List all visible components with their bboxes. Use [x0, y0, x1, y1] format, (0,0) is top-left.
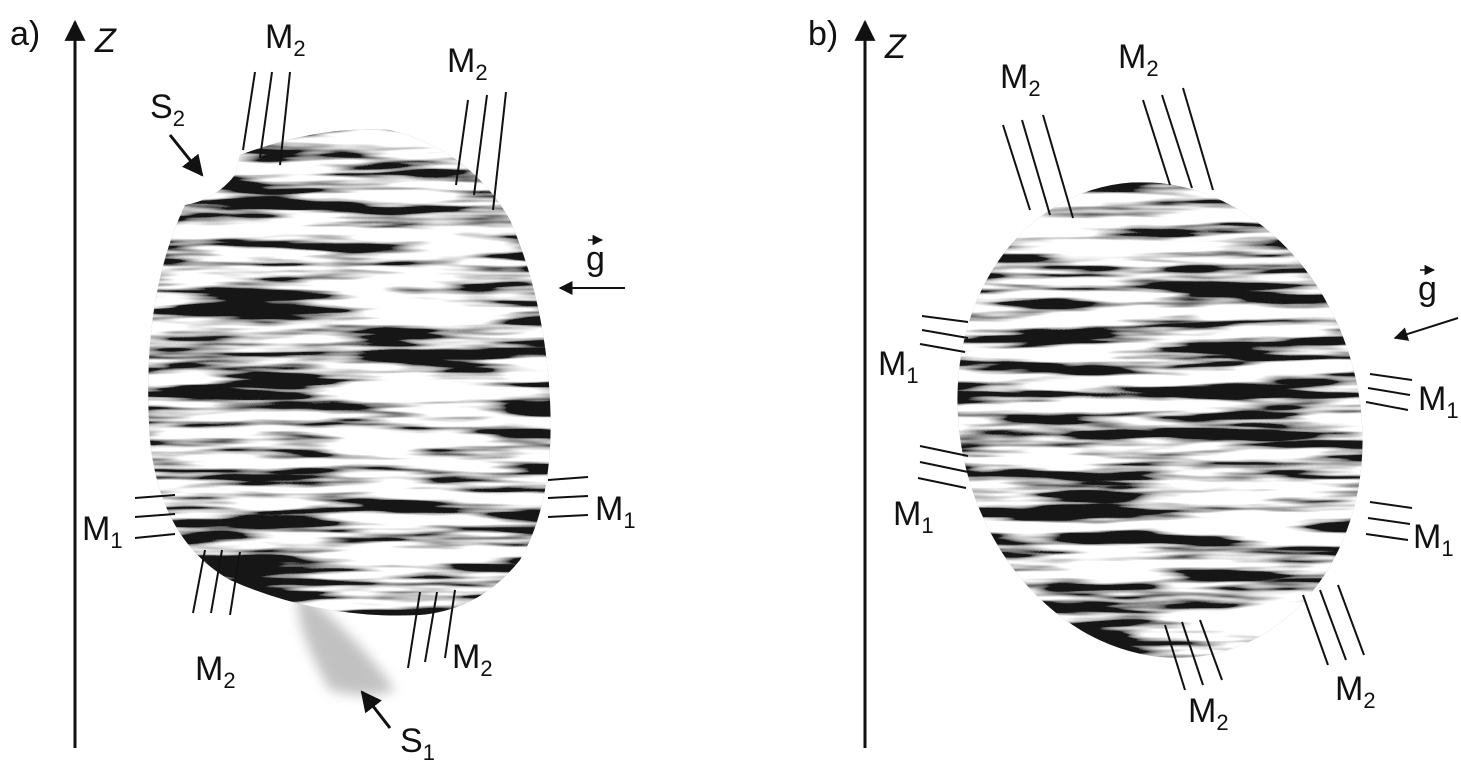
fringe-marker [548, 515, 588, 517]
annotation-label: M2 [1335, 670, 1376, 713]
vector-arrow [1395, 318, 1458, 338]
annotation-subscript: 2 [223, 668, 235, 693]
annotation-text: M [452, 638, 480, 676]
fringe-marker [920, 446, 968, 456]
axis-label: Z [94, 22, 117, 60]
annotation-text: M [1118, 38, 1146, 76]
annotation-text: M [878, 345, 906, 383]
annotation-text: M [447, 42, 475, 80]
fringe-marker [1043, 115, 1073, 218]
annotation-label: M1 [1418, 380, 1459, 423]
fringe-marker [1320, 590, 1346, 660]
annotation-label: M2 [195, 650, 236, 693]
fringe-marker [920, 462, 968, 472]
annotation-text: S [150, 88, 173, 126]
image-b [908, 139, 1412, 702]
fringe-marker [135, 514, 175, 517]
annotation-subscript: 1 [423, 740, 435, 764]
annotation-subscript: 2 [293, 36, 305, 61]
image-a [148, 129, 550, 615]
annotation-text: S [400, 722, 423, 760]
fringe-marker [493, 92, 506, 210]
annotation-label: M2 [1188, 692, 1229, 735]
annotation-text: M [1000, 58, 1028, 96]
annotation-subscript: 2 [173, 106, 185, 131]
fringe-marker [193, 550, 205, 613]
annotation-label: M2 [452, 638, 493, 681]
pointer-arrow [170, 135, 202, 175]
fringe-marker [1368, 388, 1410, 395]
annotation-text: M [82, 510, 110, 548]
annotation-subscript: 1 [906, 363, 918, 388]
fringe-marker [1370, 502, 1412, 508]
vector-label: g [1418, 270, 1437, 308]
annotation-text: M [1418, 380, 1446, 418]
annotation-subscript: 1 [623, 508, 635, 533]
annotation-subscript: 1 [110, 528, 122, 553]
annotation-label: M1 [1413, 518, 1454, 561]
vector-label: g [586, 240, 605, 278]
annotation-label: M1 [595, 490, 636, 533]
annotation-subscript: 2 [475, 60, 487, 85]
annotation-subscript: 2 [1363, 688, 1375, 713]
fringe-marker [1003, 125, 1030, 210]
annotation-subscript: 1 [1446, 398, 1458, 423]
annotation-label: M1 [82, 510, 123, 553]
fringe-marker [548, 496, 588, 498]
annotation-text: M [1413, 518, 1441, 556]
annotation-label: S2 [150, 88, 185, 131]
annotation-label: M1 [893, 495, 934, 538]
annotation-subscript: 2 [480, 656, 492, 681]
annotation-label: M1 [878, 345, 919, 388]
axis-label: Z [884, 28, 907, 66]
figure: a)ZgM2M2S2M1M1M2M2S1b)ZgM2M2M1M1M1M1M2M2 [0, 0, 1461, 764]
annotation-label: M2 [447, 42, 488, 85]
annotation-subscript: 1 [921, 513, 933, 538]
fringe-marker [135, 534, 175, 538]
annotation-text: M [265, 18, 293, 56]
annotation-label: M2 [1000, 58, 1041, 101]
annotation-text: M [595, 490, 623, 528]
page: {"panels": [ {"label": "a)", "axis": "Z"… [0, 0, 1461, 764]
fringe-marker [1368, 518, 1410, 524]
specimen-images [148, 129, 1412, 701]
panel-label: a) [10, 15, 40, 53]
annotation-subscript: 2 [1028, 76, 1040, 101]
pointer-arrow [362, 692, 390, 728]
fringe-marker [920, 344, 965, 352]
fringe-marker [1338, 585, 1364, 655]
annotation-subscript: 2 [1146, 56, 1158, 81]
fringe-marker [922, 330, 968, 338]
fringe-marker [1370, 374, 1412, 380]
annotation-subscript: 1 [1441, 536, 1453, 561]
fringe-marker [474, 95, 487, 195]
fringe-marker [243, 72, 255, 150]
annotation-label: M2 [265, 18, 306, 61]
annotation-text: M [1188, 692, 1216, 730]
annotation-subscript: 2 [1216, 710, 1228, 735]
fringe-marker [918, 478, 966, 488]
fringe-marker [1366, 534, 1408, 540]
panel-label: b) [808, 15, 838, 53]
fringe-marker [1303, 595, 1328, 665]
fringe-marker [1143, 100, 1170, 185]
annotation-text: M [195, 650, 223, 688]
annotation-label: M2 [1118, 38, 1159, 81]
annotation-text: M [893, 495, 921, 533]
annotation-text: M [1335, 670, 1363, 708]
annotation-label: S1 [400, 722, 435, 764]
fringe-marker [1366, 402, 1408, 410]
fringe-marker [548, 477, 588, 480]
fringe-marker [922, 316, 968, 322]
